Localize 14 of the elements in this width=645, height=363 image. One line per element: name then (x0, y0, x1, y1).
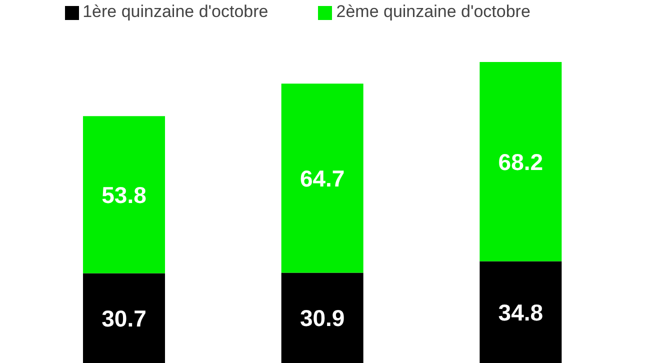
legend-label: 1ère quinzaine d'octobre (82, 2, 268, 21)
data-label: 53.8 (102, 182, 147, 208)
data-label: 64.7 (300, 165, 345, 192)
data-label: 34.8 (498, 299, 544, 326)
bar (281, 272, 364, 363)
bar (480, 261, 562, 363)
legend-label: 2ème quinzaine d'octobre (336, 2, 530, 21)
data-label: 68.2 (498, 148, 544, 175)
data-label: 30.7 (102, 305, 146, 332)
bar (281, 84, 364, 273)
bar (480, 62, 562, 262)
data-label: 30.9 (300, 305, 345, 332)
bar (83, 116, 165, 274)
bar (83, 273, 165, 363)
